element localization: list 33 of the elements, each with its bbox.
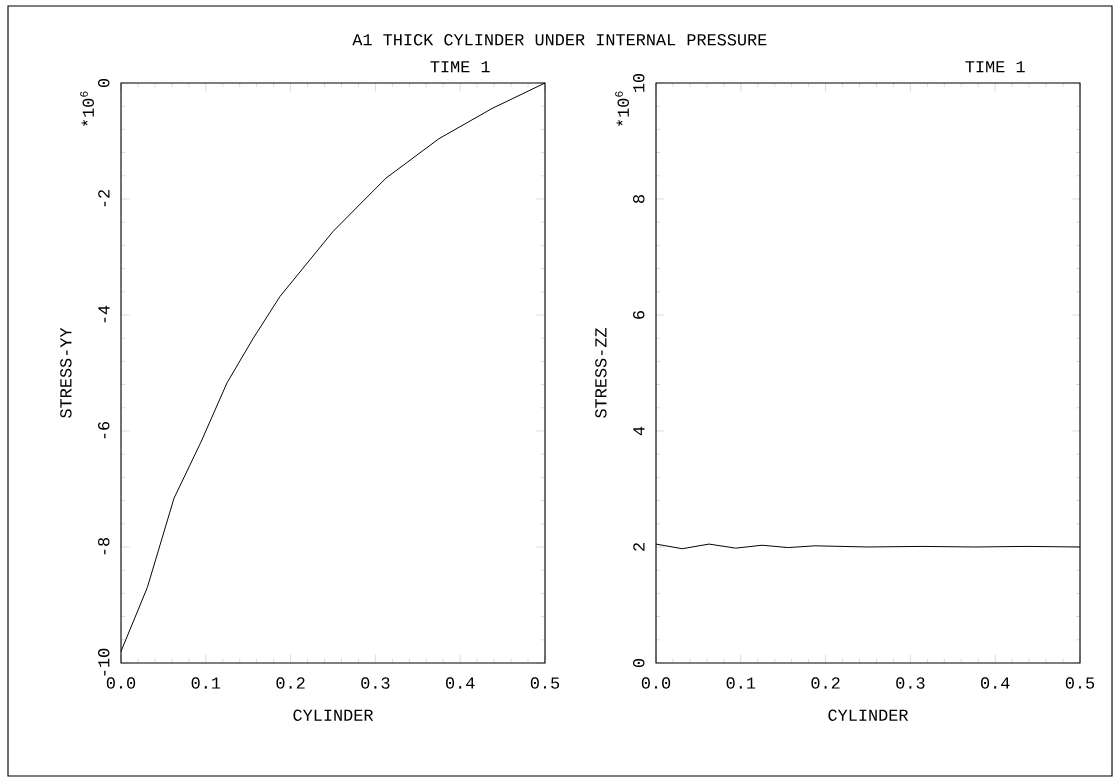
text: *10$^{6}$ — [80, 91, 94, 126]
chart-subtitle: TIME 1 — [965, 61, 1025, 73]
x-tick-label: 0.1 — [191, 677, 221, 689]
y-tick-label: 6 — [633, 311, 645, 319]
y-tick-label: 10 — [633, 73, 645, 92]
y-tick-label: -6 — [98, 421, 110, 439]
x-tick-label: 0.3 — [896, 677, 925, 689]
y-tick-label: 0 — [98, 78, 110, 88]
y-tick-label: -10 — [98, 648, 110, 676]
x-tick-label: 0.2 — [811, 677, 840, 689]
chart-subtitle: TIME 1 — [430, 61, 490, 73]
y-tick-label: -8 — [98, 537, 110, 555]
y-tick-label: 0 — [633, 658, 645, 668]
x-tick-label: 0.4 — [446, 677, 475, 689]
x-tick-label: 0.5 — [530, 677, 560, 689]
x-tick-label: 0.0 — [106, 677, 136, 689]
x-tick-label: 0.3 — [361, 677, 390, 689]
y-tick-label: -2 — [98, 190, 110, 207]
y-axis-title: STRESS-YY — [60, 327, 72, 418]
x-tick-label: 0.5 — [1065, 677, 1095, 689]
y-tick-label: 8 — [633, 195, 645, 203]
x-tick-label: 0.1 — [726, 677, 756, 689]
x-tick-label: 0.2 — [276, 677, 305, 689]
y-tick-label: 4 — [633, 426, 645, 436]
x-tick-label: 0.4 — [981, 677, 1010, 689]
chart-title: A1 THICK CYLINDER UNDER INTERNAL PRESSURE — [352, 34, 767, 46]
x-tick-label: 0.0 — [641, 677, 671, 689]
y-tick-label: 2 — [633, 543, 645, 551]
y-tick-label: -4 — [98, 305, 110, 323]
x-axis-title: CYLINDER — [828, 709, 909, 721]
x-axis-title: CYLINDER — [293, 709, 374, 721]
y-axis-title: STRESS-ZZ — [595, 328, 607, 418]
text: *10$^{6}$ — [615, 91, 629, 126]
